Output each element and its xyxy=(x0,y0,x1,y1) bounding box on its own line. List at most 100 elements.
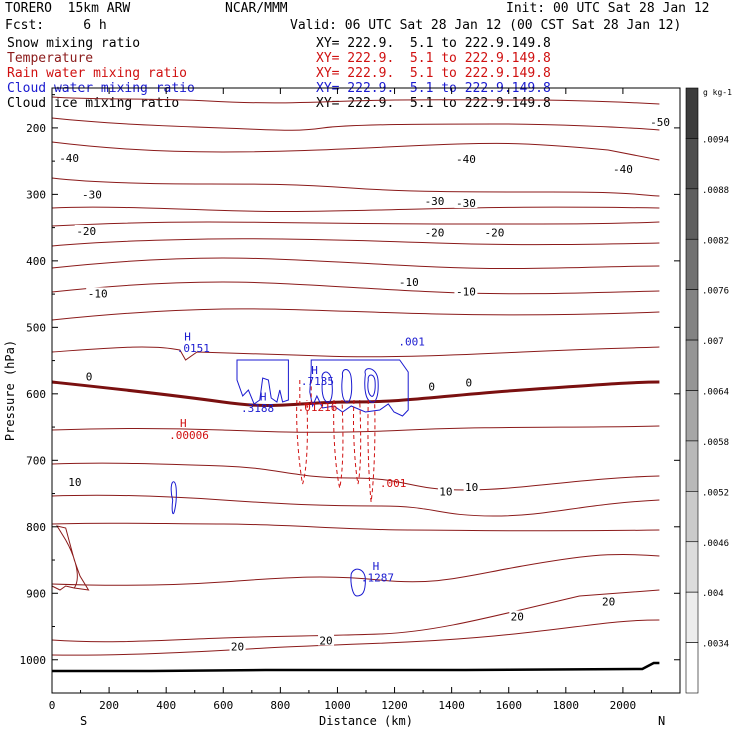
field-annotation: .00006 xyxy=(169,429,209,442)
isotherm-label: 20 xyxy=(231,640,244,653)
x-tick-label: 1000 xyxy=(324,699,351,712)
isotherm-label: -20 xyxy=(76,225,96,238)
cloud-water-contours xyxy=(170,359,409,597)
field-annotation: .01216 xyxy=(298,401,338,414)
y-tick-label: 300 xyxy=(26,188,46,201)
isotherm-label: 0 xyxy=(428,381,435,394)
y-tick-label: 600 xyxy=(26,388,46,401)
ground-line xyxy=(52,661,660,673)
field-annotation: .7135 xyxy=(301,375,334,388)
forecast-hour: Fcst: 6 h xyxy=(5,18,107,33)
colorbar-swatch xyxy=(685,238,699,290)
isotherm-label-bg xyxy=(437,485,454,497)
y-axis-label: Pressure (hPa) xyxy=(3,340,17,441)
xsec-snow: XY= 222.9. 5.1 to 222.9.149.8 xyxy=(316,36,551,51)
colorbar-swatch xyxy=(685,591,699,643)
isotherm-label-bg xyxy=(57,151,81,163)
colorbar-tick-label: .0088 xyxy=(702,186,729,196)
isotherm-contours xyxy=(51,96,660,656)
south-label: S xyxy=(80,714,87,728)
x-tick-label: 200 xyxy=(99,699,119,712)
colorbar-swatch xyxy=(685,390,699,442)
isotherm-label: 10 xyxy=(465,481,478,494)
colorbar-swatch xyxy=(685,289,699,341)
isotherm-label-bg xyxy=(482,226,506,238)
isotherm-label-bg xyxy=(423,195,447,207)
x-tick-label: 0 xyxy=(49,699,56,712)
isotherm-label-bg xyxy=(454,197,478,209)
isotherm-label: 20 xyxy=(511,611,524,624)
x-tick-label: 1800 xyxy=(553,699,580,712)
x-tick-label: 800 xyxy=(270,699,290,712)
colorbar-swatch xyxy=(685,440,699,492)
colorbar-tick-label: .007 xyxy=(702,337,724,347)
isotherm-label: -30 xyxy=(82,188,102,201)
isotherm-label-bg xyxy=(229,640,246,652)
isotherm-label: -50 xyxy=(650,116,670,129)
y-tick-label: 1000 xyxy=(20,654,47,667)
y-tick-label: 400 xyxy=(26,255,46,268)
isotherm-label: -40 xyxy=(456,153,476,166)
x-tick-label: 2000 xyxy=(610,699,637,712)
field-annotation: .3188 xyxy=(241,402,274,415)
colorbar-tick-label: .0046 xyxy=(702,539,729,549)
isotherm-label: 10 xyxy=(439,486,452,499)
isotherm-label: -20 xyxy=(485,226,505,239)
x-axis-label: Distance (km) xyxy=(319,714,413,728)
x-tick-label: 400 xyxy=(156,699,176,712)
isotherm-label-bg xyxy=(509,610,526,622)
isotherm-label: -10 xyxy=(88,287,108,300)
colorbar: .0094 .0088 .0082 .0076 .007 .0064 .0058 .0052.… xyxy=(685,87,729,694)
isotherm-label-bg xyxy=(648,115,672,127)
colorbar-tick-label: .0034 xyxy=(702,640,729,650)
colorbar-swatch xyxy=(685,138,699,190)
low-level-contour xyxy=(51,525,90,591)
isotherm-label-bg xyxy=(86,287,110,299)
init-time: Init: 00 UTC Sat 28 Jan 12 xyxy=(506,1,710,16)
colorbar-tick-label: .004 xyxy=(702,589,724,599)
field-annotation: .1287 xyxy=(361,571,394,584)
isotherm-label-bg xyxy=(84,370,94,382)
colorbar-swatch xyxy=(685,339,699,391)
isotherm-label-bg xyxy=(66,476,83,488)
isotherm-label-bg xyxy=(464,376,474,388)
isotherm-label: -30 xyxy=(425,195,445,208)
field-annotation: .001 xyxy=(380,477,407,490)
field-name-snow: Snow mixing ratio xyxy=(7,36,141,51)
isotherm-label-bg xyxy=(318,634,335,646)
y-tick-label: 900 xyxy=(26,587,46,600)
isotherm-label: -10 xyxy=(456,285,476,298)
freezing-level-contour xyxy=(51,380,660,408)
x-tick-label: 1200 xyxy=(381,699,408,712)
rain-water-contours xyxy=(296,380,376,503)
y-tick-label: 500 xyxy=(26,321,46,334)
field-annotation: .001 xyxy=(398,335,425,348)
colorbar-tick-label: .0082 xyxy=(702,236,729,246)
field-annotation: .0151 xyxy=(177,342,210,355)
xsec-cloud-water: XY= 222.9. 5.1 to 222.9.149.8 xyxy=(316,81,551,96)
field-annotation: H xyxy=(180,417,187,430)
isotherm-label: 20 xyxy=(602,595,615,608)
field-annotation: H xyxy=(260,390,267,403)
valid-time: Valid: 06 UTC Sat 28 Jan 12 (00 CST Sat … xyxy=(290,18,682,33)
isotherm-label: -10 xyxy=(399,276,419,289)
isotherm-label: -30 xyxy=(456,197,476,210)
colorbar-tick-label: .0064 xyxy=(702,388,729,398)
colorbar-swatch xyxy=(685,642,699,694)
isotherm-label-bg xyxy=(397,276,421,288)
colorbar-swatch xyxy=(685,491,699,543)
colorbar-tick-label: .0076 xyxy=(702,287,729,297)
isotherm-label: 0 xyxy=(86,371,93,384)
isotherm-label: 0 xyxy=(465,377,472,390)
y-tick-label: 200 xyxy=(26,122,46,135)
isotherm-label-bg xyxy=(427,380,437,392)
colorbar-tick-label: .0052 xyxy=(702,488,729,498)
isotherm-label: -20 xyxy=(425,226,445,239)
isotherm-label-bg xyxy=(600,595,617,607)
isotherm-label: -40 xyxy=(613,163,633,176)
y-tick-label: 800 xyxy=(26,521,46,534)
field-name-rain: Rain water mixing ratio xyxy=(7,66,188,81)
field-annotation: H xyxy=(311,364,318,377)
isotherm-label-bg xyxy=(611,163,635,175)
